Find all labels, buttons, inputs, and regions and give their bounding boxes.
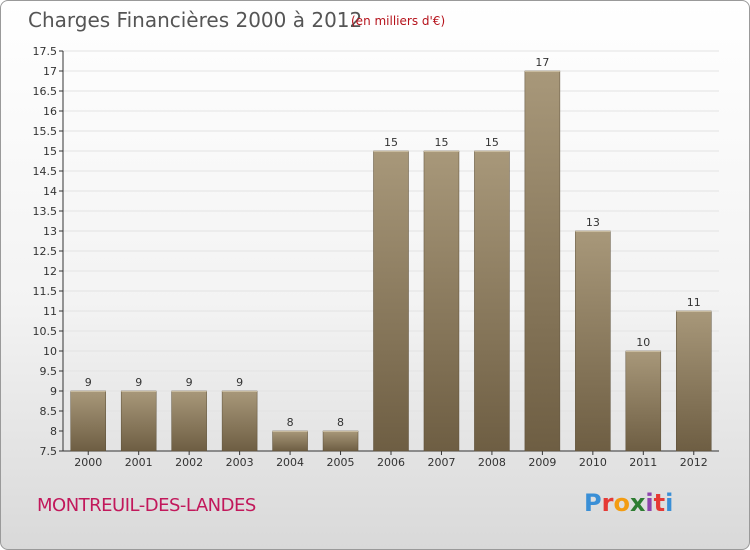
data-label: 15 xyxy=(485,136,499,149)
bar-2010 xyxy=(575,230,611,452)
y-tick-label: 16 xyxy=(43,105,57,118)
x-tick-label: 2008 xyxy=(478,456,506,469)
data-label: 9 xyxy=(135,376,142,389)
y-tick-label: 8 xyxy=(50,425,57,438)
bar-2004 xyxy=(272,430,308,452)
data-label: 15 xyxy=(384,136,398,149)
chart-unit: (en milliers d'€) xyxy=(351,14,446,28)
y-tick-label: 11 xyxy=(43,305,57,318)
y-tick-label: 15 xyxy=(43,145,57,158)
y-tick-label: 17 xyxy=(43,65,57,78)
x-tick-label: 2001 xyxy=(125,456,153,469)
x-tick-label: 2000 xyxy=(74,456,102,469)
x-tick-label: 2003 xyxy=(226,456,254,469)
y-tick-label: 7.5 xyxy=(40,445,58,458)
y-tick-label: 16.5 xyxy=(33,85,58,98)
bar-2003 xyxy=(221,390,258,452)
y-tick-label: 10 xyxy=(43,345,57,358)
y-tick-label: 8.5 xyxy=(40,405,58,418)
bar-2006 xyxy=(373,150,409,452)
logo-letter: i xyxy=(645,489,654,517)
logo-letter: t xyxy=(653,489,666,517)
place-name: MONTREUIL-DES-LANDES xyxy=(37,495,256,516)
bar-2011 xyxy=(625,350,662,452)
y-tick-label: 13.5 xyxy=(33,205,58,218)
x-tick-label: 2011 xyxy=(629,456,657,469)
bar-2001 xyxy=(120,390,157,452)
data-label: 9 xyxy=(186,376,193,389)
y-tick-label: 14 xyxy=(43,185,57,198)
bar-2008 xyxy=(474,150,510,452)
y-tick-label: 14.5 xyxy=(33,165,58,178)
data-label: 9 xyxy=(236,376,243,389)
data-label: 9 xyxy=(85,376,92,389)
data-label: 17 xyxy=(535,56,549,69)
x-tick-label: 2002 xyxy=(175,456,203,469)
bar-2007 xyxy=(423,150,460,452)
y-tick-label: 9 xyxy=(50,385,57,398)
chart-title: Charges Financières 2000 à 2012 xyxy=(28,8,363,32)
x-tick-label: 2007 xyxy=(427,456,455,469)
data-label: 13 xyxy=(586,216,600,229)
axis-layer: 7.5 8 8.5 9 9.5 10 10.5 11 11.5 12 12.5 13 13.5 14 14.… xyxy=(33,45,719,458)
data-label: 15 xyxy=(434,136,448,149)
bar-2005 xyxy=(322,430,359,452)
logo-letter: o xyxy=(613,489,630,517)
y-tick-label: 17.5 xyxy=(33,45,58,58)
y-tick-label: 12.5 xyxy=(33,245,58,258)
bar-2000 xyxy=(70,390,106,452)
y-tick-label: 12 xyxy=(43,265,57,278)
data-label: 10 xyxy=(636,336,650,349)
logo-letter: i xyxy=(665,489,674,517)
y-tick-label: 9.5 xyxy=(40,365,58,378)
bar-2012 xyxy=(676,310,712,452)
label-layer: 9 2000 9 2001 9 2002 9 2003 8 2004 8 2005 15 2006 15 20… xyxy=(74,56,708,469)
y-tick-label: 15.5 xyxy=(33,125,58,138)
x-tick-label: 2012 xyxy=(680,456,708,469)
x-tick-label: 2009 xyxy=(528,456,556,469)
bar-2002 xyxy=(171,390,207,452)
bar-layer xyxy=(70,70,712,452)
logo-letter: r xyxy=(601,489,614,517)
x-tick-label: 2006 xyxy=(377,456,405,469)
logo-letter: P xyxy=(584,489,602,517)
y-tick-label: 10.5 xyxy=(33,325,58,338)
data-label: 8 xyxy=(337,416,344,429)
logo-letter: x xyxy=(629,489,646,517)
x-tick-label: 2010 xyxy=(579,456,607,469)
bar-2009 xyxy=(524,70,561,452)
x-tick-label: 2004 xyxy=(276,456,304,469)
data-label: 8 xyxy=(287,416,294,429)
data-label: 11 xyxy=(687,296,701,309)
y-tick-label: 13 xyxy=(43,225,57,238)
y-tick-label: 11.5 xyxy=(33,285,58,298)
proxiti-logo: Proxiti xyxy=(584,489,673,517)
x-tick-label: 2005 xyxy=(327,456,355,469)
